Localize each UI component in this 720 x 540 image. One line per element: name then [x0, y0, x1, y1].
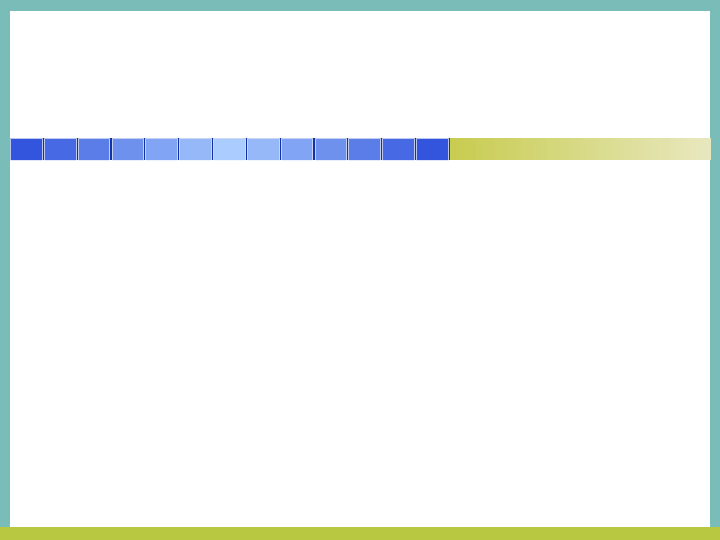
Text: The upper right quadrant of the graph represents the: The upper right quadrant of the graph re…: [38, 312, 529, 330]
Bar: [17, 300, 27, 310]
Text: The lower left quadrant of the graph represents the: The lower left quadrant of the graph rep…: [38, 442, 512, 460]
Bar: [17, 486, 27, 496]
Text: Characteristic Curve: Characteristic Curve: [121, 79, 599, 121]
Text: 27-3:  Volt-Ampere: 27-3: Volt-Ampere: [139, 39, 581, 81]
Text: and reverse-bias voltages.: and reverse-bias voltages.: [55, 259, 298, 277]
Text: increases sharply.: increases sharply.: [55, 394, 219, 412]
Text: reverse-bias condition.: reverse-bias condition.: [55, 459, 265, 477]
Text: Beyond 0.6 V of forward bias the diode current: Beyond 0.6 V of forward bias the diode c…: [38, 377, 469, 395]
Bar: [17, 430, 27, 440]
Text: forward-bias condition.: forward-bias condition.: [55, 329, 266, 347]
Text: The graph includes the diode current for both forward-: The graph includes the diode current for…: [38, 242, 540, 260]
Text: versus diode voltage for a silicon diode.: versus diode voltage for a silicon diode…: [55, 189, 421, 207]
Bar: [17, 365, 27, 375]
Bar: [17, 230, 27, 240]
Text: Figure 27-10 (next slide) is a graph of diode current: Figure 27-10 (next slide) is a graph of …: [38, 172, 513, 190]
Bar: [17, 160, 27, 170]
Text: Only a small current flows until breakdown is reached.: Only a small current flows until breakdo…: [38, 498, 538, 516]
